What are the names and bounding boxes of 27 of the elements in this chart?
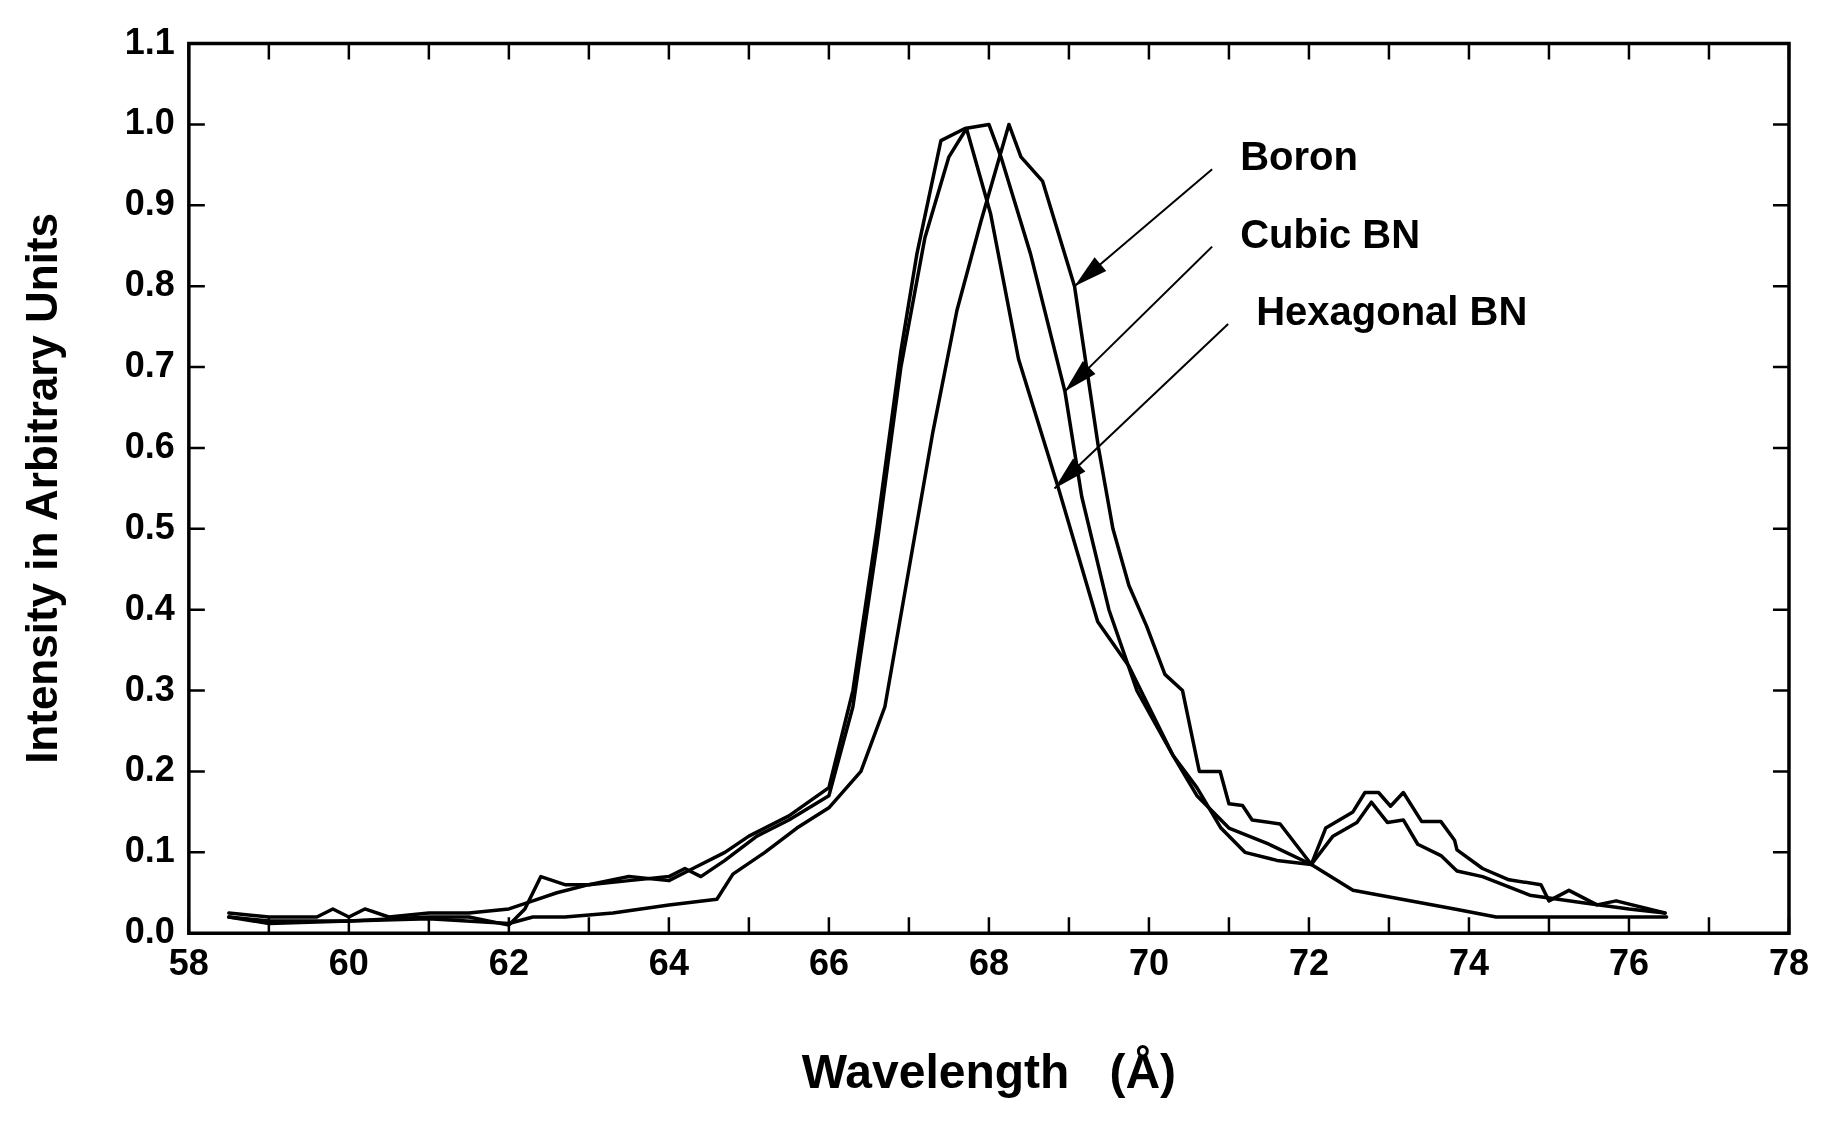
y-tick-label: 0.3 (124, 667, 175, 709)
y-tick-label: 0.6 (124, 424, 175, 466)
annotation: Cubic BN (1240, 211, 1421, 256)
x-tick-label: 66 (808, 941, 849, 983)
annotation: Hexagonal BN (1256, 289, 1528, 334)
y-tick-label: 1.1 (124, 20, 175, 62)
y-tick-label: 0.2 (124, 748, 175, 790)
x-tick-label: 78 (1768, 941, 1809, 983)
x-tick-label: 76 (1608, 941, 1649, 983)
x-tick-label: 68 (968, 941, 1009, 983)
y-tick-label: 0.5 (124, 505, 175, 547)
x-tick-label: 74 (1448, 941, 1489, 983)
x-tick-label: 60 (328, 941, 369, 983)
x-tick-label: 70 (1128, 941, 1169, 983)
y-tick-label: 0.9 (124, 182, 175, 224)
x-tick-label: 64 (648, 941, 689, 983)
y-tick-label: 0.4 (124, 586, 175, 628)
x-axis-title: Wavelength (Å) (801, 1045, 1177, 1099)
y-tick-label: 1.0 (124, 101, 175, 143)
x-tick-label: 62 (488, 941, 529, 983)
x-tick-label: 58 (168, 941, 209, 983)
y-tick-label: 0.7 (124, 344, 175, 386)
annotation: Boron (1240, 134, 1358, 179)
y-tick-label: 0.8 (124, 263, 175, 305)
y-axis-title: Intensity in Arbitrary Units (16, 212, 66, 764)
y-tick-label: 0.1 (124, 829, 175, 871)
x-tick-label: 72 (1288, 941, 1329, 983)
